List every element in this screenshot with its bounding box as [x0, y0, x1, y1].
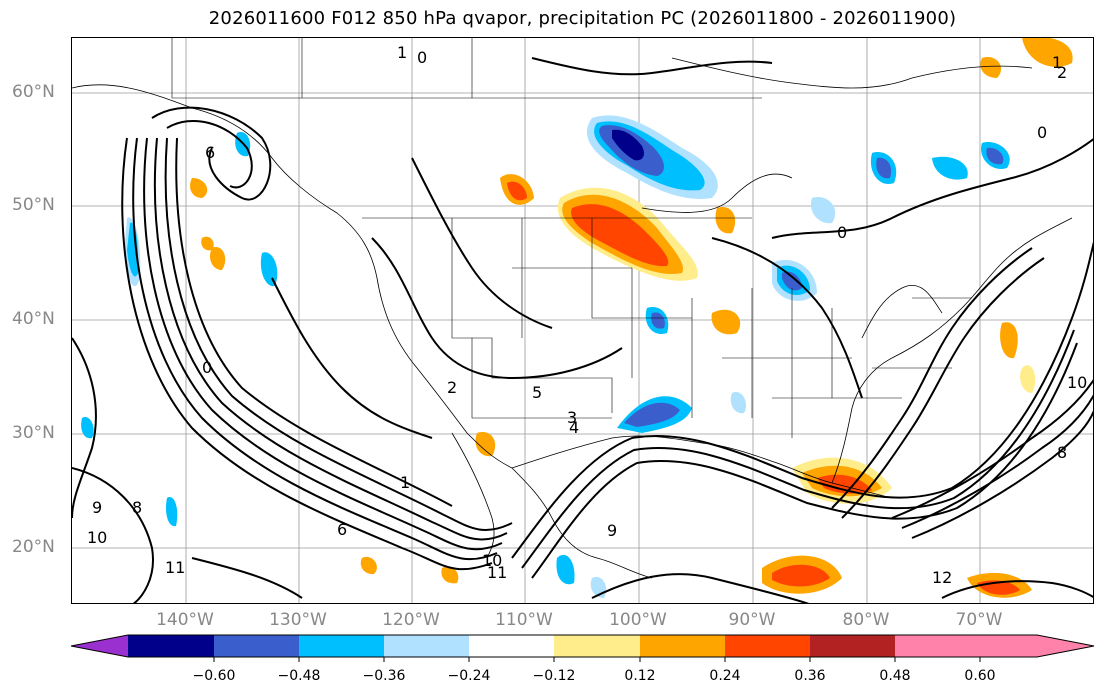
contour-label: 9: [92, 498, 102, 517]
colorbar-extend-low: [71, 635, 128, 657]
contour-label: 6: [205, 143, 215, 162]
lat-label: 20°N: [12, 537, 55, 557]
lon-label: 80°W: [842, 610, 890, 630]
contour-label: 4: [569, 418, 579, 437]
colorbar-tick: 0.24: [709, 668, 741, 684]
graticule: [72, 38, 1093, 603]
lon-label: 110°W: [495, 610, 553, 630]
contour-label: 8: [132, 498, 142, 517]
lat-label: 50°N: [12, 195, 55, 215]
colorbar-tick: 0.48: [879, 668, 911, 684]
precip-negative: [81, 115, 1010, 598]
lon-label: 120°W: [382, 610, 440, 630]
colorbar-bin: [384, 635, 469, 657]
state-borders: [171, 38, 972, 438]
colorbar-bin: [554, 635, 640, 657]
lon-label: 70°W: [955, 610, 1003, 630]
contour-label: 0: [202, 358, 212, 377]
contour-label: 3: [567, 408, 577, 427]
contour-label: 0: [837, 223, 847, 242]
colorbar-tick: 0.12: [624, 668, 656, 684]
contour-label: 1: [1052, 53, 1062, 72]
colorbar-bin: [214, 635, 299, 657]
map-title: 2026011600 F012 850 hPa qvapor, precipit…: [208, 8, 957, 29]
contour-label: 10: [87, 528, 107, 547]
coastlines: [72, 57, 1073, 579]
colorbar-extend-high: [895, 635, 1094, 657]
contour-label: 0: [1037, 123, 1047, 142]
lat-label: 30°N: [12, 423, 55, 443]
contour-label: 5: [532, 383, 542, 402]
lon-label: 90°W: [728, 610, 776, 630]
contour-label: 1: [400, 473, 410, 492]
colorbar-bin: [128, 635, 214, 657]
lon-label: 140°W: [156, 610, 214, 630]
contour-label: 0: [417, 48, 427, 67]
contour-label: 1: [397, 43, 407, 62]
colorbar-tick: −0.12: [532, 668, 576, 684]
contour-label: 8: [1057, 443, 1067, 462]
lon-label: 100°W: [609, 610, 667, 630]
colorbar-bin: [469, 635, 554, 657]
lat-label: 40°N: [12, 309, 55, 329]
colorbar-tick: −0.48: [277, 668, 321, 684]
qvapor-contours: [72, 57, 1093, 603]
colorbar-tick: 0.60: [964, 668, 996, 684]
lon-label: 130°W: [269, 610, 327, 630]
contour-label: 6: [337, 520, 347, 539]
colorbar-bin: [299, 635, 384, 657]
contour-label: 2: [447, 378, 457, 397]
colorbar-tick: −0.60: [192, 668, 236, 684]
colorbar-tick: 0.36: [794, 668, 826, 684]
colorbar-bin: [810, 635, 895, 657]
contour-label: 9: [607, 521, 617, 540]
map-canvas: 0 0 0 0 1 1 1 2 2 3 4 5 6 6 8 8 9 9 10 1…: [72, 38, 1093, 603]
contour-label: 10: [482, 551, 502, 570]
contour-label: 11: [165, 558, 185, 577]
contour-label: 12: [932, 568, 952, 587]
colorbar: [70, 634, 1095, 662]
contour-label: 11: [487, 563, 507, 582]
colorbar-tick: −0.24: [447, 668, 491, 684]
contour-labels: 0 0 0 0 1 1 1 2 2 3 4 5 6 6 8 8 9 9 10 1…: [87, 43, 1087, 587]
colorbar-tick: −0.36: [362, 668, 406, 684]
contour-label: 2: [1057, 63, 1067, 82]
map-panel[interactable]: 0 0 0 0 1 1 1 2 2 3 4 5 6 6 8 8 9 9 10 1…: [71, 37, 1094, 604]
contour-label: 10: [1067, 373, 1087, 392]
lat-label: 60°N: [12, 82, 55, 102]
colorbar-bin: [640, 635, 725, 657]
colorbar-bin: [725, 635, 810, 657]
